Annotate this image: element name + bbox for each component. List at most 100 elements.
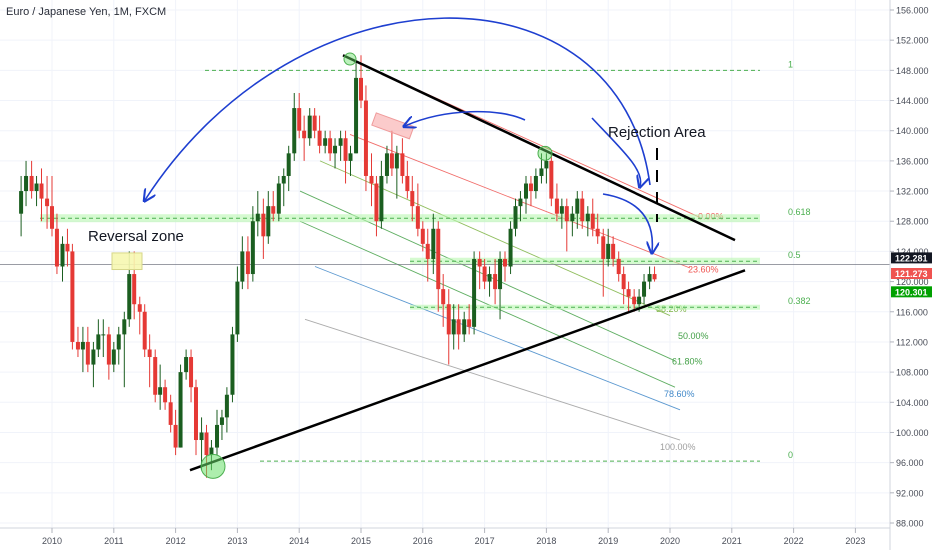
price-tag-label: 120.301 [895, 287, 928, 297]
y-tick-label: 144.000 [896, 96, 929, 106]
fib-level-label: 0.5 [788, 250, 801, 260]
candle-body [60, 243, 65, 267]
y-tick-label: 156.000 [896, 6, 929, 16]
candle-body [441, 289, 446, 305]
candle-body [65, 243, 70, 252]
y-tick-label: 100.000 [896, 428, 929, 438]
fib-layer: 0.00%23.60%38.20%50.00%61.80%78.60%100.0… [0, 58, 890, 462]
x-tick-label: 2010 [42, 536, 62, 546]
y-tick-label: 132.000 [896, 187, 929, 197]
candle-body [111, 349, 116, 365]
candle-body [348, 153, 353, 161]
candle-body [616, 258, 621, 275]
x-tick-label: 2013 [227, 536, 247, 546]
candle-body [549, 160, 554, 199]
x-tick-label: 2011 [104, 536, 123, 546]
candle-body [147, 349, 152, 358]
highlight-box [371, 112, 415, 140]
mid-arc-arrow [405, 110, 526, 126]
candle-body [554, 198, 559, 214]
candle-body [363, 100, 368, 176]
x-tick-label: 2018 [536, 536, 556, 546]
candle-body [153, 357, 158, 395]
y-tick-label: 120.000 [896, 277, 929, 287]
candle-body [276, 183, 281, 214]
candle-body [451, 319, 456, 335]
candle-body [374, 183, 379, 222]
candle-body [384, 153, 389, 176]
fib-fan-label: 50.00% [678, 331, 709, 341]
candle-body [34, 183, 39, 192]
x-tick-label: 2012 [166, 536, 186, 546]
y-tick-label: 124.000 [896, 247, 929, 257]
price-tag-label: 121.273 [895, 269, 928, 279]
candle-body [209, 447, 214, 456]
candle-body [606, 243, 611, 259]
candle-body [513, 206, 518, 229]
candle-body [80, 341, 85, 350]
candle-body [482, 266, 487, 282]
x-tick-label: 2022 [784, 536, 804, 546]
y-tick-label: 148.000 [896, 66, 929, 76]
y-tick-label: 92.000 [896, 488, 924, 498]
x-tick-label: 2019 [598, 536, 618, 546]
candle-body [50, 206, 54, 229]
candle-body [245, 251, 250, 275]
candle-body [317, 130, 322, 146]
x-tick-label: 2015 [351, 536, 371, 546]
y-tick-label: 128.000 [896, 217, 929, 227]
candle-body [446, 304, 451, 335]
candle-body [590, 213, 595, 229]
candle-body [575, 198, 580, 214]
candle-body [354, 77, 359, 154]
candle-body [405, 175, 410, 192]
candle-body [142, 311, 147, 350]
candle-body [425, 243, 430, 259]
fib-fan-line [299, 220, 676, 388]
candle-body [559, 206, 564, 214]
candle-body [271, 206, 276, 214]
candle-body [24, 175, 29, 192]
candle-body [595, 228, 600, 237]
candle-body [106, 334, 111, 365]
candle-body [544, 160, 549, 169]
price-tag [891, 286, 932, 298]
candle-body [255, 213, 260, 222]
candle-body [39, 183, 44, 199]
fib-level-label: 1 [788, 59, 793, 69]
chart-title: Euro / Japanese Yen, 1M, FXCM [6, 6, 167, 18]
candle-body [431, 228, 436, 259]
candle-body [626, 289, 631, 297]
candle-body [585, 213, 590, 222]
candle-body [85, 341, 90, 365]
candle-body [307, 115, 312, 139]
candle-body [173, 424, 178, 448]
candle-body [286, 153, 291, 176]
candle-body [29, 175, 34, 192]
candle-body [415, 206, 420, 229]
candle-body [163, 387, 168, 403]
price-tag [891, 268, 932, 280]
candle-body [235, 281, 240, 335]
candle-body [70, 251, 75, 342]
fib-level-label: 0.382 [788, 296, 811, 306]
candle-body [343, 138, 348, 161]
fib-fan-label: 61.80% [672, 357, 703, 367]
fib-level-label: 0 [788, 450, 793, 460]
candle-body [580, 198, 585, 222]
x-tick-label: 2023 [845, 536, 865, 546]
candles-layer [19, 55, 657, 478]
y-tick-label: 96.000 [896, 458, 924, 468]
candle-body [601, 236, 606, 259]
candle-body [379, 175, 384, 222]
candle-body [54, 228, 59, 267]
candle-body [158, 387, 163, 395]
candle-body [410, 191, 415, 207]
candle-body [178, 372, 183, 448]
candle-body [472, 258, 477, 327]
candle-body [632, 296, 637, 305]
fib-fan-line [314, 266, 681, 411]
candle-body [508, 228, 513, 267]
